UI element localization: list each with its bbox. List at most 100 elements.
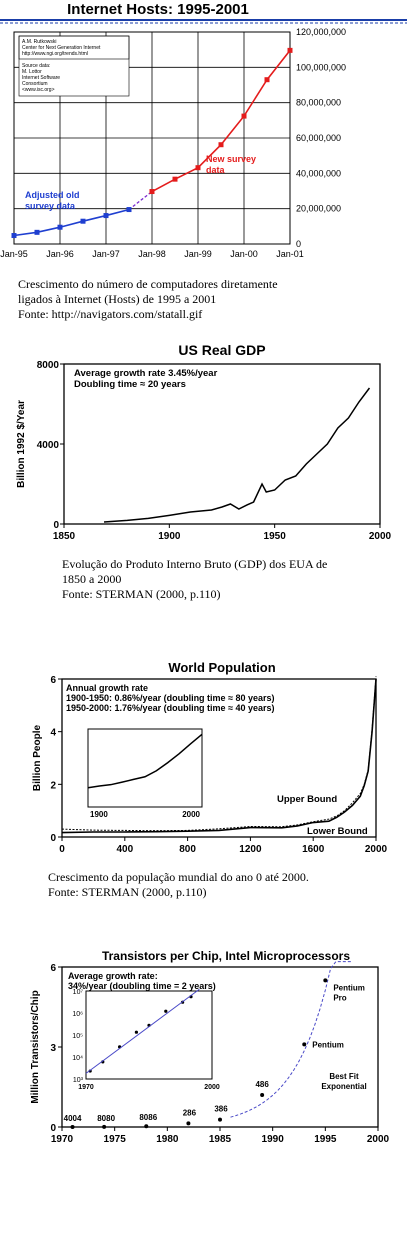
y-tick-label: 0 <box>296 239 301 249</box>
x-tick-label: Jan-96 <box>46 249 74 259</box>
annotation: 1950-2000: 1.76%/year (doubling time ≈ 4… <box>66 703 275 713</box>
chart-title: Transistors per Chip, Intel Microprocess… <box>102 949 350 963</box>
inset-x-tick-label: 1970 <box>78 1084 94 1091</box>
point-label: Pentium <box>312 1040 344 1049</box>
caption-line: Fonte: STERMAN (2000, p.110) <box>62 587 221 601</box>
y-tick-label: 0 <box>53 520 59 531</box>
x-tick-label: Jan-97 <box>92 249 120 259</box>
caption-world-population: Crescimento da população mundial do ano … <box>48 870 309 900</box>
series-label-upper: Upper Bound <box>277 794 337 805</box>
data-point <box>34 229 40 235</box>
y-tick-label: 80,000,000 <box>296 98 341 108</box>
inset-frame <box>85 990 213 1080</box>
y-tick-label: 0 <box>50 833 56 844</box>
data-point <box>186 1121 191 1126</box>
plot-frame <box>61 678 377 838</box>
y-tick-label: 6 <box>50 675 56 686</box>
data-point <box>260 1093 265 1097</box>
inset-y-tick-label: 10⁷ <box>73 989 84 996</box>
caption-internet-hosts: Crescimento do número de computadores di… <box>18 277 278 322</box>
inset-frame <box>87 728 203 808</box>
annotation: 1900-1950: 0.86%/year (doubling time ≈ 8… <box>66 693 275 703</box>
point-label: 286 <box>183 1108 197 1117</box>
y-tick-label: 20,000,000 <box>296 204 341 214</box>
y-axis-label: Billion People <box>32 725 43 792</box>
x-tick-label: 0 <box>59 844 65 855</box>
caption-line: 1850 a 2000 <box>62 572 122 586</box>
caption-line: Fonte: STERMAN (2000, p.110) <box>48 885 207 899</box>
x-tick-label: 1980 <box>156 1134 179 1145</box>
source-line: M. Lottor <box>22 69 42 75</box>
source-line: Center for Next Generation Internet <box>22 45 101 51</box>
inset-x-tick-label: 1900 <box>90 810 108 819</box>
x-tick-label: 1200 <box>239 844 262 855</box>
source-line: A.M. Rutkowski <box>22 39 56 45</box>
caption-line: Crescimento da população mundial do ano … <box>48 870 309 884</box>
point-label: 8086 <box>139 1113 157 1122</box>
gdp-line <box>103 387 371 523</box>
x-tick-label: 1975 <box>104 1134 127 1145</box>
y-axis-label: Billion 1992 $/Year <box>16 400 27 488</box>
annotation: Doubling time ≈ 20 years <box>74 379 186 390</box>
annotation-old: survey data <box>25 201 76 211</box>
y-tick-label: 0 <box>50 1123 56 1134</box>
data-point <box>264 77 270 83</box>
y-tick-label: 6 <box>50 963 56 974</box>
point-label: Pentium <box>333 983 365 992</box>
x-tick-label: 1995 <box>314 1134 337 1145</box>
world-population-chart: World Population 0 2 4 6 0 400 800 1200 1600 2000 B… <box>32 660 388 855</box>
inset-data-point <box>164 1009 168 1013</box>
caption-line: Evolução do Produto Interno Bruto (GDP) … <box>62 557 328 571</box>
data-point <box>80 218 86 224</box>
source-line: http://www.ngi.org/trends.html <box>22 51 88 57</box>
annotation-new: New survey <box>206 154 256 164</box>
y-tick-label: 4 <box>50 728 56 739</box>
inset-line <box>87 733 203 789</box>
point-label: Pro <box>333 993 346 1002</box>
source-box <box>18 35 130 97</box>
x-tick-label: 1900 <box>158 531 181 542</box>
point-label: 486 <box>255 1080 269 1089</box>
caption-line: ligados à Internet (Hosts) de 1995 a 200… <box>18 292 217 306</box>
x-tick-label: 2000 <box>369 531 392 542</box>
x-tick-label: 1600 <box>302 844 325 855</box>
bridge-line <box>128 191 153 211</box>
plot-frame <box>13 31 291 245</box>
data-point <box>144 1124 149 1129</box>
x-tick-label: 800 <box>179 844 196 855</box>
fit-label: Exponential <box>321 1082 366 1091</box>
inset-fit-line <box>85 988 200 1074</box>
x-tick-label: 2000 <box>365 844 388 855</box>
data-point <box>287 47 293 53</box>
x-tick-label: Jan-98 <box>138 249 166 259</box>
x-tick-label: 1970 <box>51 1134 74 1145</box>
x-tick-label: 1850 <box>53 531 76 542</box>
source-line: Consortium <box>22 81 48 87</box>
x-tick-label: 1990 <box>262 1134 285 1145</box>
source-line: Source data: <box>22 63 50 69</box>
caption-us-gdp: Evolução do Produto Interno Bruto (GDP) … <box>62 557 327 602</box>
x-tick-label: 2000 <box>367 1134 390 1145</box>
caption-line: Fonte: http://navigators.com/statall.gif <box>18 307 203 321</box>
inset-y-tick-label: 10⁵ <box>72 1033 83 1040</box>
data-point <box>241 113 247 119</box>
data-point <box>103 213 109 219</box>
x-tick-label: Jan-00 <box>230 249 258 259</box>
point-label: 4004 <box>64 1114 82 1123</box>
x-tick-label: 1950 <box>264 531 287 542</box>
inset-y-tick-label: 10³ <box>73 1077 84 1084</box>
y-tick-label: 60,000,000 <box>296 133 341 143</box>
inset-data-point <box>134 1030 138 1034</box>
annotation-old: Adjusted old <box>25 190 80 200</box>
inset-y-tick-label: 10⁶ <box>72 1011 83 1018</box>
x-tick-label: Jan-95 <box>0 249 28 259</box>
data-point <box>302 1042 307 1047</box>
annotation-new: data <box>206 165 226 175</box>
inset-x-tick-label: 2000 <box>182 810 200 819</box>
data-point <box>172 176 178 182</box>
x-tick-label: Jan-01 <box>276 249 304 259</box>
annotation: Average growth rate: <box>68 971 158 981</box>
best-fit-curve <box>230 961 352 1118</box>
point-label: 8080 <box>97 1114 115 1123</box>
source-line: Internet Software <box>22 75 60 81</box>
